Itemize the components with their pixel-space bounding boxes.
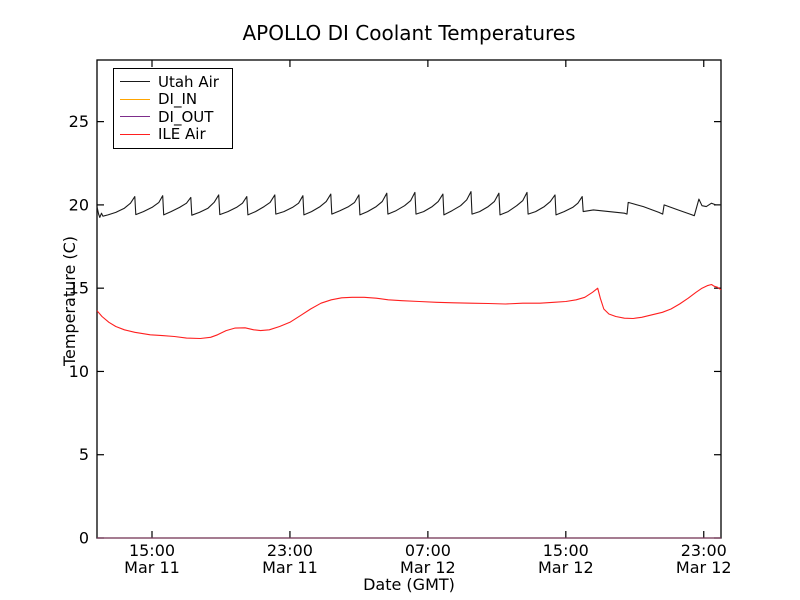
legend: Utah Air DI_IN DI_OUT ILE Air bbox=[113, 68, 233, 149]
x-tick-time-label: 07:00 bbox=[405, 541, 451, 560]
legend-item-utah-air: Utah Air bbox=[120, 73, 226, 91]
y-tick-label: 25 bbox=[69, 112, 89, 131]
x-tick-date-label: Mar 11 bbox=[124, 558, 180, 577]
x-tick-date-label: Mar 11 bbox=[262, 558, 318, 577]
y-tick-label: 5 bbox=[79, 445, 89, 464]
series-utah-air bbox=[96, 191, 721, 218]
x-tick-time-label: 15:00 bbox=[543, 541, 589, 560]
legend-label: Utah Air bbox=[158, 72, 219, 91]
chart-title: APOLLO DI Coolant Temperatures bbox=[242, 21, 576, 45]
legend-label: DI_OUT bbox=[158, 107, 214, 126]
legend-item-ile-air: ILE Air bbox=[120, 126, 226, 144]
legend-item-di-in: DI_IN bbox=[120, 91, 226, 109]
legend-label: DI_IN bbox=[158, 90, 198, 109]
x-tick-date-label: Mar 12 bbox=[538, 558, 594, 577]
utah-air-line-sample bbox=[120, 81, 150, 83]
y-axis-label: Temperature (C) bbox=[60, 235, 79, 367]
x-tick-time-label: 15:00 bbox=[129, 541, 175, 560]
di-in-line-sample bbox=[120, 98, 150, 100]
legend-item-di-out: DI_OUT bbox=[120, 108, 226, 126]
series-ile-air bbox=[96, 283, 722, 340]
x-tick-date-label: Mar 12 bbox=[400, 558, 456, 577]
y-tick-label: 10 bbox=[69, 362, 89, 381]
x-axis-label: Date (GMT) bbox=[363, 575, 455, 594]
x-tick-time-label: 23:00 bbox=[267, 541, 313, 560]
legend-label: ILE Air bbox=[158, 125, 206, 144]
ile-air-line-sample bbox=[120, 133, 150, 135]
x-tick-time-label: 23:00 bbox=[681, 541, 727, 560]
y-tick-label: 15 bbox=[69, 279, 89, 298]
y-tick-label: 20 bbox=[69, 195, 89, 214]
x-tick-date-label: Mar 12 bbox=[676, 558, 732, 577]
di-out-line-sample bbox=[120, 116, 150, 118]
y-tick-label: 0 bbox=[79, 529, 89, 548]
